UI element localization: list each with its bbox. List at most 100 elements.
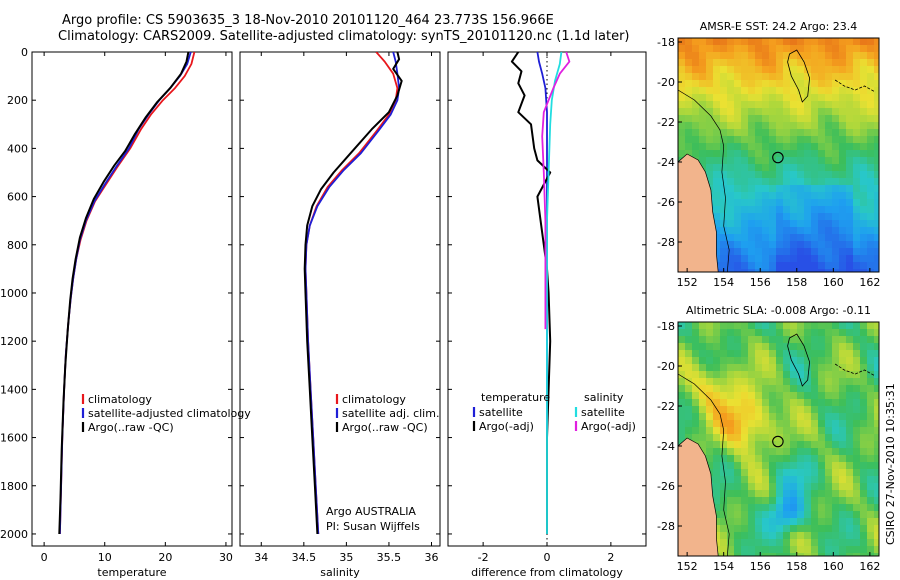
- heatmap-cell: [783, 483, 791, 491]
- map-x-tick-label: 160: [823, 560, 844, 573]
- heatmap-cell: [755, 150, 763, 158]
- heatmap-cell: [762, 66, 770, 74]
- heatmap-cell: [867, 343, 875, 351]
- heatmap-cell: [804, 469, 812, 477]
- heatmap-cell: [825, 87, 833, 95]
- heatmap-cell: [874, 38, 879, 46]
- heatmap-cell: [846, 101, 854, 109]
- heatmap-cell: [783, 269, 791, 272]
- heatmap-cell: [853, 343, 861, 351]
- heatmap-cell: [720, 129, 728, 137]
- heatmap-cell: [860, 329, 868, 337]
- heatmap-cell: [706, 413, 714, 421]
- heatmap-cell: [720, 336, 728, 344]
- heatmap-cell: [790, 45, 798, 53]
- heatmap-cell: [797, 115, 805, 123]
- heatmap-cell: [867, 227, 875, 235]
- shelf-contour: [678, 89, 730, 272]
- heatmap-cell: [783, 122, 791, 130]
- heatmap-cell: [776, 511, 784, 519]
- heatmap-cell: [790, 413, 798, 421]
- heatmap-cell: [762, 539, 770, 547]
- heatmap-cell: [860, 525, 868, 533]
- heatmap-cell: [832, 378, 840, 386]
- heatmap-cell: [720, 241, 728, 249]
- heatmap-cell: [832, 462, 840, 470]
- heatmap-cell: [783, 476, 791, 484]
- heatmap-cell: [867, 164, 875, 172]
- heatmap-cell: [755, 546, 763, 554]
- heatmap-cell: [811, 101, 819, 109]
- heatmap-cell: [797, 150, 805, 158]
- heatmap-cell: [699, 52, 707, 60]
- heatmap-cell: [762, 483, 770, 491]
- heatmap-cell: [811, 427, 819, 435]
- argo-australia-credit: Argo AUSTRALIA: [326, 505, 416, 518]
- map-y-tick-label: -28: [657, 236, 675, 249]
- heatmap-cell: [706, 350, 714, 358]
- heatmap-cell: [755, 143, 763, 151]
- heatmap-cell: [720, 399, 728, 407]
- heatmap-cell: [832, 150, 840, 158]
- heatmap-cell: [748, 546, 756, 554]
- heatmap-cell: [699, 350, 707, 358]
- axes-frame: [31, 51, 233, 547]
- heatmap-cell: [860, 476, 868, 484]
- heatmap-cell: [804, 164, 812, 172]
- heatmap-cell: [874, 199, 879, 207]
- heatmap-cell: [853, 164, 861, 172]
- heatmap-cell: [776, 171, 784, 179]
- heatmap-cell: [867, 518, 875, 526]
- heatmap-cell: [755, 38, 763, 46]
- heatmap-cell: [811, 248, 819, 256]
- legend-entry-satellite-adjusted: satellite-adjusted climatology: [88, 407, 251, 420]
- heatmap-cell: [727, 129, 735, 137]
- heatmap-cell: [846, 192, 854, 200]
- heatmap-cell: [762, 343, 770, 351]
- heatmap-cell: [769, 427, 777, 435]
- heatmap-cell: [769, 115, 777, 123]
- heatmap-cell: [713, 343, 721, 351]
- heatmap-cell: [804, 420, 812, 428]
- heatmap-cell: [790, 553, 798, 556]
- heatmap-cell: [755, 213, 763, 221]
- heatmap-cell: [741, 178, 749, 186]
- heatmap-cell: [699, 364, 707, 372]
- heatmap-cell: [811, 262, 819, 270]
- heatmap-cell: [720, 101, 728, 109]
- heatmap-cell: [741, 441, 749, 449]
- heatmap-cell: [804, 539, 812, 547]
- heatmap-cell: [720, 539, 728, 547]
- heatmap-cell: [755, 462, 763, 470]
- heatmap-cell: [762, 322, 770, 330]
- heatmap-cell: [804, 378, 812, 386]
- heatmap-cell: [748, 94, 756, 102]
- heatmap-cell: [874, 490, 879, 498]
- heatmap-cell: [874, 504, 879, 512]
- heatmap-cell: [832, 385, 840, 393]
- heatmap-cell: [846, 329, 854, 337]
- heatmap-cell: [860, 392, 868, 400]
- heatmap-cell: [860, 199, 868, 207]
- heatmap-cell: [874, 59, 879, 67]
- heatmap-cell: [713, 206, 721, 214]
- heatmap-cell: [776, 357, 784, 365]
- heatmap-cell: [783, 532, 791, 540]
- heatmap-cell: [734, 45, 742, 53]
- heatmap-cell: [853, 462, 861, 470]
- heatmap-cell: [776, 371, 784, 379]
- heatmap-cell: [825, 371, 833, 379]
- heatmap-cell: [741, 248, 749, 256]
- heatmap-cell: [762, 448, 770, 456]
- heatmap-cell: [720, 364, 728, 372]
- heatmap-cell: [727, 511, 735, 519]
- heatmap-cell: [727, 385, 735, 393]
- heatmap-cell: [748, 539, 756, 547]
- heatmap-cell: [727, 171, 735, 179]
- heatmap-cell: [720, 192, 728, 200]
- heatmap-cell: [720, 108, 728, 116]
- map-x-tick-label: 152: [677, 276, 698, 289]
- heatmap-cell: [867, 143, 875, 151]
